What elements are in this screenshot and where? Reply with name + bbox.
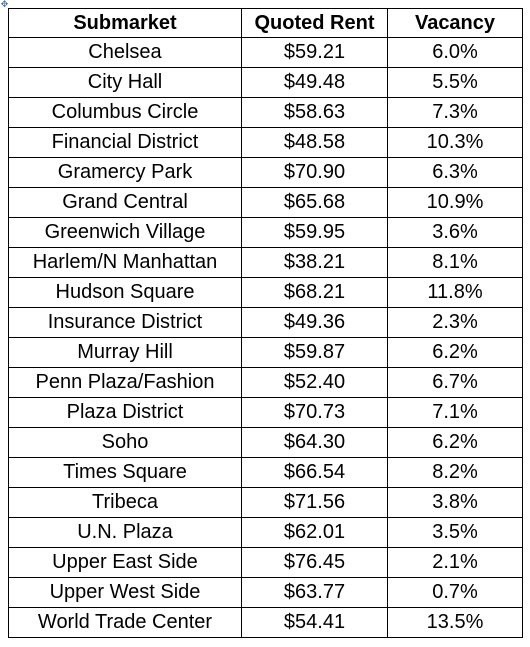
vacancy-cell: 7.3%	[387, 97, 523, 128]
vacancy-cell: 6.7%	[387, 367, 523, 398]
quoted-rent-cell: $65.68	[241, 187, 388, 218]
vacancy-cell: 6.0%	[387, 37, 523, 68]
table-row: U.N. Plaza $62.01 3.5%	[8, 517, 523, 548]
quoted-rent-cell: $68.21	[241, 277, 388, 308]
quoted-rent-cell: $70.90	[241, 157, 388, 188]
submarket-cell: Upper East Side	[8, 547, 242, 578]
submarket-cell: Murray Hill	[8, 337, 242, 368]
vacancy-cell: 0.7%	[387, 577, 523, 608]
table-row: Tribeca $71.56 3.8%	[8, 487, 523, 518]
quoted-rent-cell: $59.87	[241, 337, 388, 368]
table-row: Chelsea $59.21 6.0%	[8, 37, 523, 68]
submarket-cell: Soho	[8, 427, 242, 458]
submarket-cell: Insurance District	[8, 307, 242, 338]
submarket-cell: Tribeca	[8, 487, 242, 518]
vacancy-cell: 11.8%	[387, 277, 523, 308]
table-row: Gramercy Park $70.90 6.3%	[8, 157, 523, 188]
submarket-cell: Greenwich Village	[8, 217, 242, 248]
table-row: Harlem/N Manhattan $38.21 8.1%	[8, 247, 523, 278]
submarket-cell: Hudson Square	[8, 277, 242, 308]
submarket-cell: Plaza District	[8, 397, 242, 428]
submarket-cell: Columbus Circle	[8, 97, 242, 128]
quoted-rent-cell: $70.73	[241, 397, 388, 428]
table-row: Times Square $66.54 8.2%	[8, 457, 523, 488]
quoted-rent-cell: $64.30	[241, 427, 388, 458]
submarket-table: Submarket Quoted Rent Vacancy Chelsea $59…	[8, 8, 523, 638]
table-move-icon[interactable]: ✥	[0, 0, 9, 9]
submarket-cell: Harlem/N Manhattan	[8, 247, 242, 278]
quoted-rent-cell: $66.54	[241, 457, 388, 488]
vacancy-cell: 7.1%	[387, 397, 523, 428]
header-submarket: Submarket	[8, 8, 242, 38]
table-row: Penn Plaza/Fashion $52.40 6.7%	[8, 367, 523, 398]
quoted-rent-cell: $59.21	[241, 37, 388, 68]
vacancy-cell: 3.6%	[387, 217, 523, 248]
table-row: City Hall $49.48 5.5%	[8, 67, 523, 98]
quoted-rent-cell: $48.58	[241, 127, 388, 158]
vacancy-cell: 10.9%	[387, 187, 523, 218]
quoted-rent-cell: $58.63	[241, 97, 388, 128]
submarket-cell: U.N. Plaza	[8, 517, 242, 548]
submarket-cell: Penn Plaza/Fashion	[8, 367, 242, 398]
vacancy-cell: 2.3%	[387, 307, 523, 338]
table-header-row: Submarket Quoted Rent Vacancy	[8, 8, 523, 38]
header-quoted-rent: Quoted Rent	[241, 8, 388, 38]
vacancy-cell: 8.1%	[387, 247, 523, 278]
vacancy-cell: 13.5%	[387, 607, 523, 638]
submarket-cell: Financial District	[8, 127, 242, 158]
submarket-cell: Times Square	[8, 457, 242, 488]
vacancy-cell: 10.3%	[387, 127, 523, 158]
header-vacancy: Vacancy	[387, 8, 523, 38]
table-row: Plaza District $70.73 7.1%	[8, 397, 523, 428]
table-row: Columbus Circle $58.63 7.3%	[8, 97, 523, 128]
table-row: Soho $64.30 6.2%	[8, 427, 523, 458]
table-row: Upper East Side $76.45 2.1%	[8, 547, 523, 578]
submarket-cell: Gramercy Park	[8, 157, 242, 188]
vacancy-cell: 2.1%	[387, 547, 523, 578]
submarket-cell: Upper West Side	[8, 577, 242, 608]
quoted-rent-cell: $71.56	[241, 487, 388, 518]
vacancy-cell: 5.5%	[387, 67, 523, 98]
table-row: Murray Hill $59.87 6.2%	[8, 337, 523, 368]
quoted-rent-cell: $52.40	[241, 367, 388, 398]
table-row: Hudson Square $68.21 11.8%	[8, 277, 523, 308]
submarket-cell: Chelsea	[8, 37, 242, 68]
table-row: Upper West Side $63.77 0.7%	[8, 577, 523, 608]
vacancy-cell: 6.2%	[387, 427, 523, 458]
vacancy-cell: 6.3%	[387, 157, 523, 188]
quoted-rent-cell: $38.21	[241, 247, 388, 278]
table-row: Grand Central $65.68 10.9%	[8, 187, 523, 218]
quoted-rent-cell: $49.36	[241, 307, 388, 338]
quoted-rent-cell: $49.48	[241, 67, 388, 98]
submarket-cell: City Hall	[8, 67, 242, 98]
vacancy-cell: 8.2%	[387, 457, 523, 488]
table-row: Insurance District $49.36 2.3%	[8, 307, 523, 338]
table-row: Greenwich Village $59.95 3.6%	[8, 217, 523, 248]
quoted-rent-cell: $76.45	[241, 547, 388, 578]
quoted-rent-cell: $62.01	[241, 517, 388, 548]
table-row: Financial District $48.58 10.3%	[8, 127, 523, 158]
quoted-rent-cell: $54.41	[241, 607, 388, 638]
submarket-cell: Grand Central	[8, 187, 242, 218]
quoted-rent-cell: $59.95	[241, 217, 388, 248]
submarket-cell: World Trade Center	[8, 607, 242, 638]
vacancy-cell: 3.8%	[387, 487, 523, 518]
quoted-rent-cell: $63.77	[241, 577, 388, 608]
vacancy-cell: 3.5%	[387, 517, 523, 548]
vacancy-cell: 6.2%	[387, 337, 523, 368]
table-row: World Trade Center $54.41 13.5%	[8, 607, 523, 638]
